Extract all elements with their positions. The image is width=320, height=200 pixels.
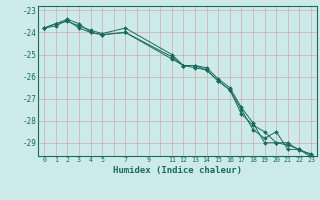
X-axis label: Humidex (Indice chaleur): Humidex (Indice chaleur) bbox=[113, 166, 242, 175]
